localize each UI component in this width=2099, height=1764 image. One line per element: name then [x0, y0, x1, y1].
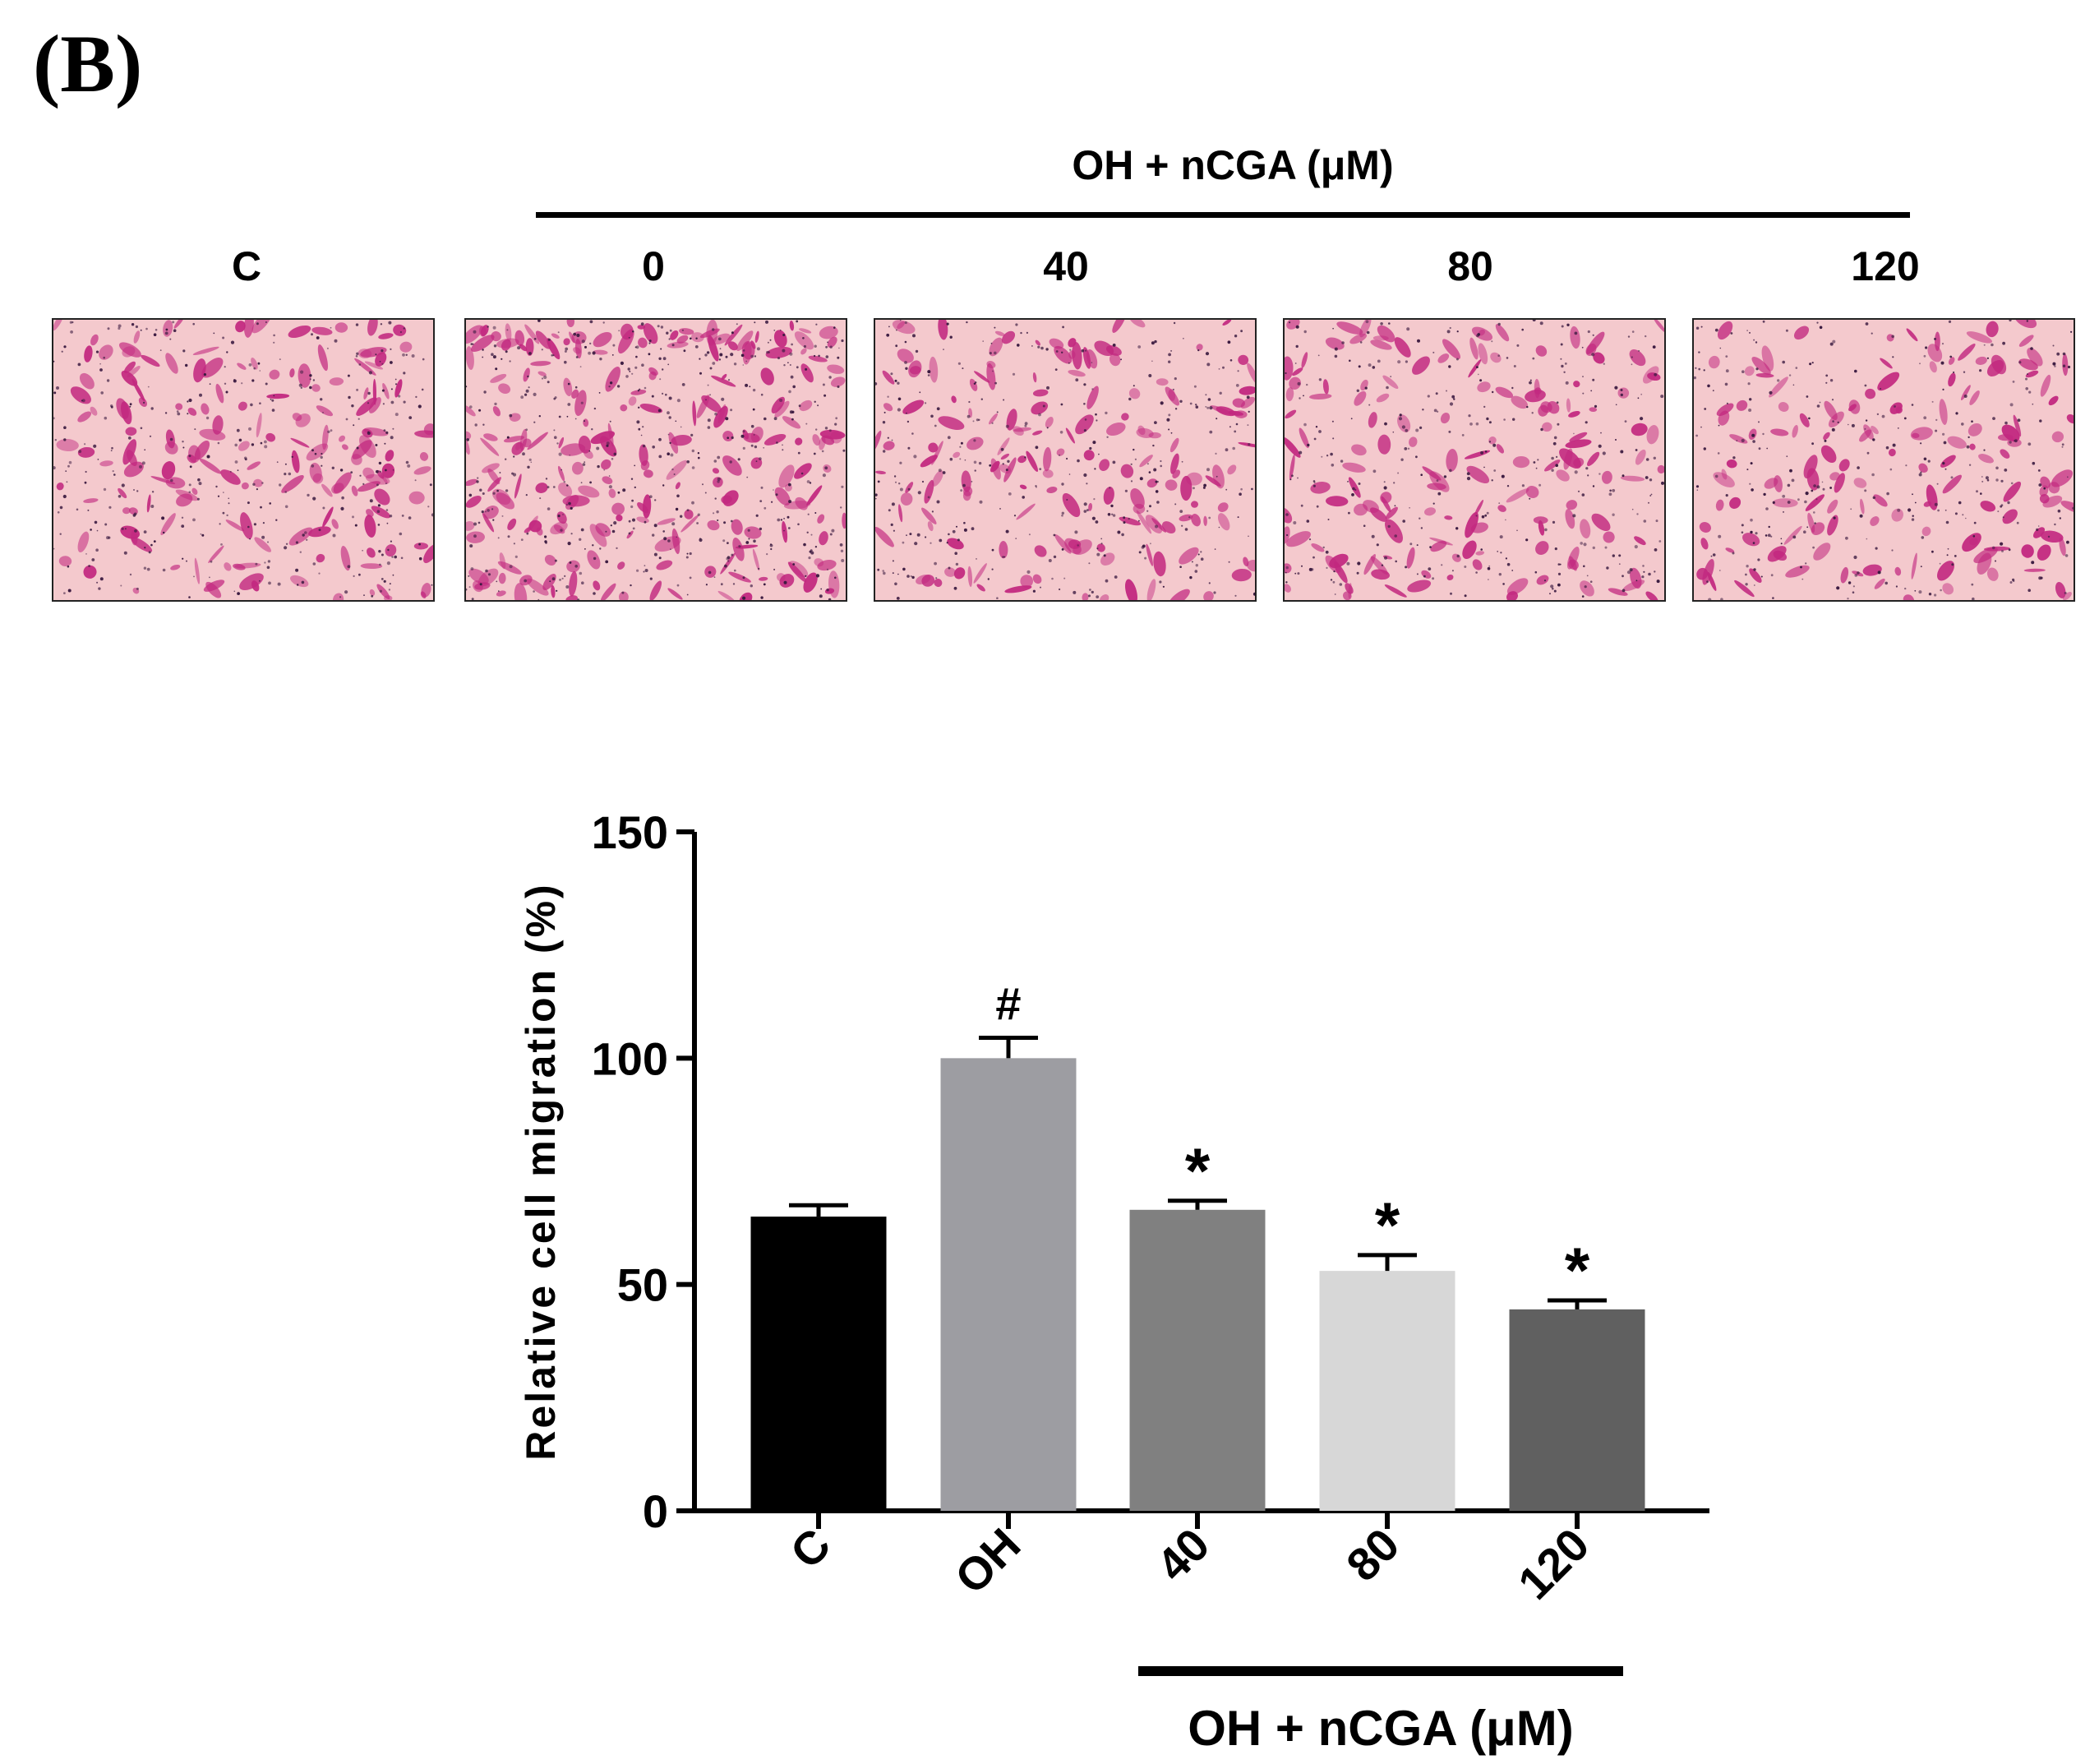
significance-40: *: [1185, 1134, 1211, 1207]
y-tick-label-0: 0: [643, 1485, 668, 1537]
x-tick-label-120: 120: [1508, 1518, 1599, 1609]
bar-C: [750, 1217, 887, 1511]
y-tick-label-50: 50: [617, 1259, 668, 1311]
y-tick-label-150: 150: [592, 806, 668, 858]
micrograph-group-title: OH + nCGA (μM): [1072, 142, 1394, 188]
bar-40: [1129, 1209, 1266, 1511]
x-tick-label-OH: OH: [945, 1518, 1031, 1604]
micrograph-ncga-80: [1283, 318, 1666, 602]
x-tick-label-C: C: [780, 1518, 840, 1578]
y-axis-title: Relative cell migration (%): [518, 882, 564, 1460]
significance-80: *: [1375, 1189, 1400, 1261]
micrograph-label-c: C: [231, 243, 262, 289]
y-tick-label-100: 100: [592, 1032, 668, 1084]
significance-OH: #: [995, 978, 1021, 1030]
bar-80: [1319, 1271, 1455, 1511]
micrograph-ncga-40: [874, 318, 1257, 602]
micrograph-label-80: 80: [1447, 243, 1493, 289]
micrograph-label-0: 0: [642, 243, 665, 289]
micrograph-group-line: [536, 212, 1910, 218]
significance-120: *: [1565, 1234, 1590, 1306]
micrograph-control: [52, 318, 435, 602]
bar-OH: [940, 1058, 1077, 1511]
panel-label: (B): [33, 18, 143, 109]
micrograph-oh: [464, 318, 847, 602]
micrograph-label-40: 40: [1043, 243, 1089, 289]
micrograph-ncga-120: [1692, 318, 2075, 602]
x-tick-label-40: 40: [1146, 1518, 1220, 1591]
bar-120: [1509, 1309, 1645, 1511]
group-bracket-label: OH + nCGA (μM): [1188, 1701, 1573, 1756]
x-tick-label-80: 80: [1336, 1518, 1409, 1591]
micrograph-label-120: 120: [1851, 243, 1920, 289]
